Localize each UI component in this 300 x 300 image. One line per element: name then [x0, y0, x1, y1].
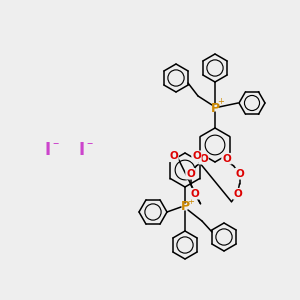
Text: +: +	[188, 196, 194, 206]
Text: O: O	[192, 151, 201, 161]
Text: –: –	[53, 137, 59, 151]
Text: P: P	[210, 101, 220, 115]
Text: O: O	[233, 189, 242, 199]
Text: O: O	[190, 189, 199, 199]
Text: I: I	[79, 141, 85, 159]
Text: –: –	[87, 137, 93, 151]
Text: P: P	[180, 200, 190, 214]
Text: O: O	[169, 151, 178, 161]
Text: I: I	[45, 141, 51, 159]
Text: O: O	[235, 169, 244, 179]
Text: O: O	[222, 154, 231, 164]
Text: +: +	[218, 98, 224, 106]
Text: O: O	[199, 154, 208, 164]
Text: O: O	[186, 169, 195, 179]
